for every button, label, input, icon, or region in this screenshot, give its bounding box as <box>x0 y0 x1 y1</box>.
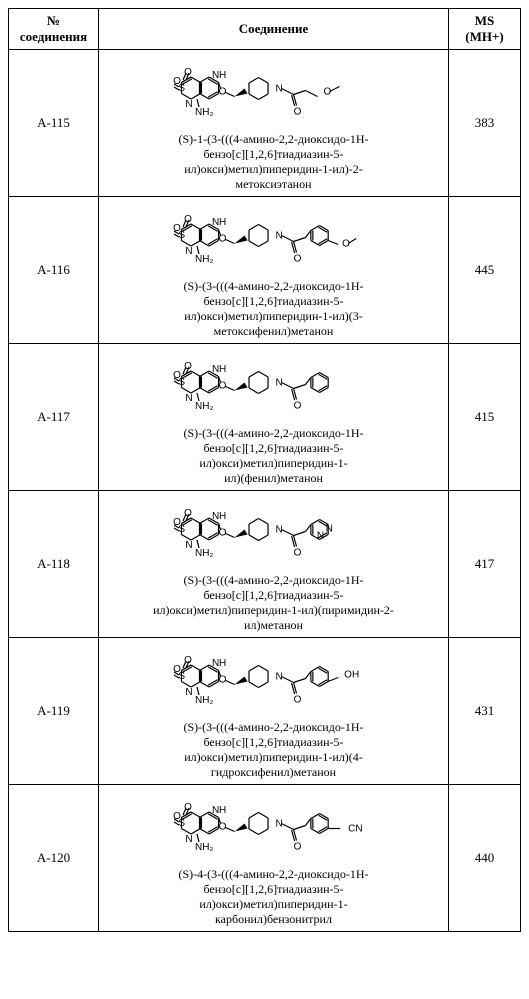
compound-cell: OOSNHNNH₂ONOCN(S)-4-(3-(((4-амино-2,2-ди… <box>99 785 449 932</box>
svg-text:N: N <box>185 687 192 698</box>
compound-name: (S)-(3-(((4-амино-2,2-диоксидо-1H-бензо[… <box>180 720 368 780</box>
compound-id: A-116 <box>9 197 99 344</box>
svg-text:N: N <box>325 524 332 535</box>
svg-text:N: N <box>212 364 219 375</box>
svg-text:N: N <box>212 511 219 522</box>
svg-text:N: N <box>185 246 192 257</box>
structure-box: OOSNHNNH₂ONONN(S)-(3-(((4-амино-2,2-диок… <box>105 495 442 633</box>
table-row: A-118OOSNHNNH₂ONONN(S)-(3-(((4-амино-2,2… <box>9 491 521 638</box>
ms-value: 383 <box>449 50 521 197</box>
svg-text:O: O <box>293 254 301 265</box>
structure-box: OOSNHNNH₂ONOOH(S)-(3-(((4-амино-2,2-диок… <box>105 642 442 780</box>
structure-box: OOSNHNNH₂ONO(S)-(3-(((4-амино-2,2-диокси… <box>105 348 442 486</box>
table-row: A-120OOSNHNNH₂ONOCN(S)-4-(3-(((4-амино-2… <box>9 785 521 932</box>
svg-text:H: H <box>219 511 226 522</box>
compound-id: A-117 <box>9 344 99 491</box>
table-row: A-115OOSNHNNH₂ONOO(S)-1-(3-(((4-амино-2,… <box>9 50 521 197</box>
table-row: A-119OOSNHNNH₂ONOOH(S)-(3-(((4-амино-2,2… <box>9 638 521 785</box>
svg-text:NH₂: NH₂ <box>195 401 213 412</box>
svg-text:O: O <box>293 842 301 853</box>
svg-text:NH₂: NH₂ <box>195 548 213 559</box>
ms-value: 417 <box>449 491 521 638</box>
svg-text:NH₂: NH₂ <box>195 254 213 265</box>
compound-id: A-120 <box>9 785 99 932</box>
svg-text:S: S <box>178 377 185 388</box>
svg-text:O: O <box>323 87 331 98</box>
compound-name: (S)-(3-(((4-амино-2,2-диоксидо-1H-бензо[… <box>180 279 368 339</box>
compound-name: (S)-(3-(((4-амино-2,2-диоксидо-1H-бензо[… <box>180 426 368 486</box>
compound-name: (S)-4-(3-(((4-амино-2,2-диоксидо-1H-бенз… <box>175 867 373 927</box>
header-id: № соединения <box>9 9 99 50</box>
svg-text:S: S <box>178 83 185 94</box>
svg-text:S: S <box>178 671 185 682</box>
structure-box: OOSNHNNH₂ONOCN(S)-4-(3-(((4-амино-2,2-ди… <box>105 789 442 927</box>
svg-text:S: S <box>178 230 185 241</box>
compound-cell: OOSNHNNH₂ONONN(S)-(3-(((4-амино-2,2-диок… <box>99 491 449 638</box>
svg-text:S: S <box>178 818 185 829</box>
compound-cell: OOSNHNNH₂ONO(S)-(3-(((4-амино-2,2-диокси… <box>99 344 449 491</box>
structure-box: OOSNHNNH₂ONOO(S)-1-(3-(((4-амино-2,2-дио… <box>105 54 442 192</box>
svg-text:N: N <box>212 805 219 816</box>
svg-text:NH₂: NH₂ <box>195 107 213 118</box>
structure-box: OOSNHNNH₂ONOO(S)-(3-(((4-амино-2,2-диокс… <box>105 201 442 339</box>
compound-cell: OOSNHNNH₂ONOOH(S)-(3-(((4-амино-2,2-диок… <box>99 638 449 785</box>
svg-text:O: O <box>293 695 301 706</box>
table-row: A-116OOSNHNNH₂ONOO(S)-(3-(((4-амино-2,2-… <box>9 197 521 344</box>
compound-cell: OOSNHNNH₂ONOO(S)-1-(3-(((4-амино-2,2-дио… <box>99 50 449 197</box>
svg-text:OH: OH <box>344 670 359 681</box>
svg-text:N: N <box>212 217 219 228</box>
svg-text:NH₂: NH₂ <box>195 695 213 706</box>
header-compound: Соединение <box>99 9 449 50</box>
compound-name: (S)-(3-(((4-амино-2,2-диоксидо-1H-бензо[… <box>149 573 398 633</box>
ms-value: 440 <box>449 785 521 932</box>
svg-text:N: N <box>185 834 192 845</box>
compound-id: A-115 <box>9 50 99 197</box>
ms-value: 415 <box>449 344 521 491</box>
svg-text:H: H <box>219 658 226 669</box>
svg-text:CN: CN <box>348 824 362 835</box>
compound-id: A-118 <box>9 491 99 638</box>
svg-text:N: N <box>185 540 192 551</box>
compound-table: № соединения Соединение MS (MH+) A-115 O O… <box>8 8 521 932</box>
ms-value: 431 <box>449 638 521 785</box>
compound-name: (S)-1-(3-(((4-амино-2,2-диоксидо-1H-бенз… <box>175 132 373 192</box>
svg-text:N: N <box>185 393 192 404</box>
svg-text:H: H <box>219 217 226 228</box>
svg-text:NH₂: NH₂ <box>195 842 213 853</box>
svg-text:O: O <box>293 548 301 559</box>
svg-text:O: O <box>293 107 301 118</box>
ms-value: 445 <box>449 197 521 344</box>
svg-text:N: N <box>212 658 219 669</box>
svg-text:S: S <box>178 524 185 535</box>
svg-text:N: N <box>185 99 192 110</box>
svg-text:H: H <box>219 364 226 375</box>
svg-text:N: N <box>212 70 219 81</box>
svg-text:O: O <box>293 401 301 412</box>
svg-text:H: H <box>219 805 226 816</box>
table-row: A-117OOSNHNNH₂ONO(S)-(3-(((4-амино-2,2-д… <box>9 344 521 491</box>
svg-text:N: N <box>316 531 323 542</box>
header-ms: MS (MH+) <box>449 9 521 50</box>
compound-id: A-119 <box>9 638 99 785</box>
svg-text:H: H <box>219 70 226 81</box>
header-row: № соединения Соединение MS (MH+) <box>9 9 521 50</box>
svg-text:O: O <box>342 239 350 250</box>
compound-cell: OOSNHNNH₂ONOO(S)-(3-(((4-амино-2,2-диокс… <box>99 197 449 344</box>
